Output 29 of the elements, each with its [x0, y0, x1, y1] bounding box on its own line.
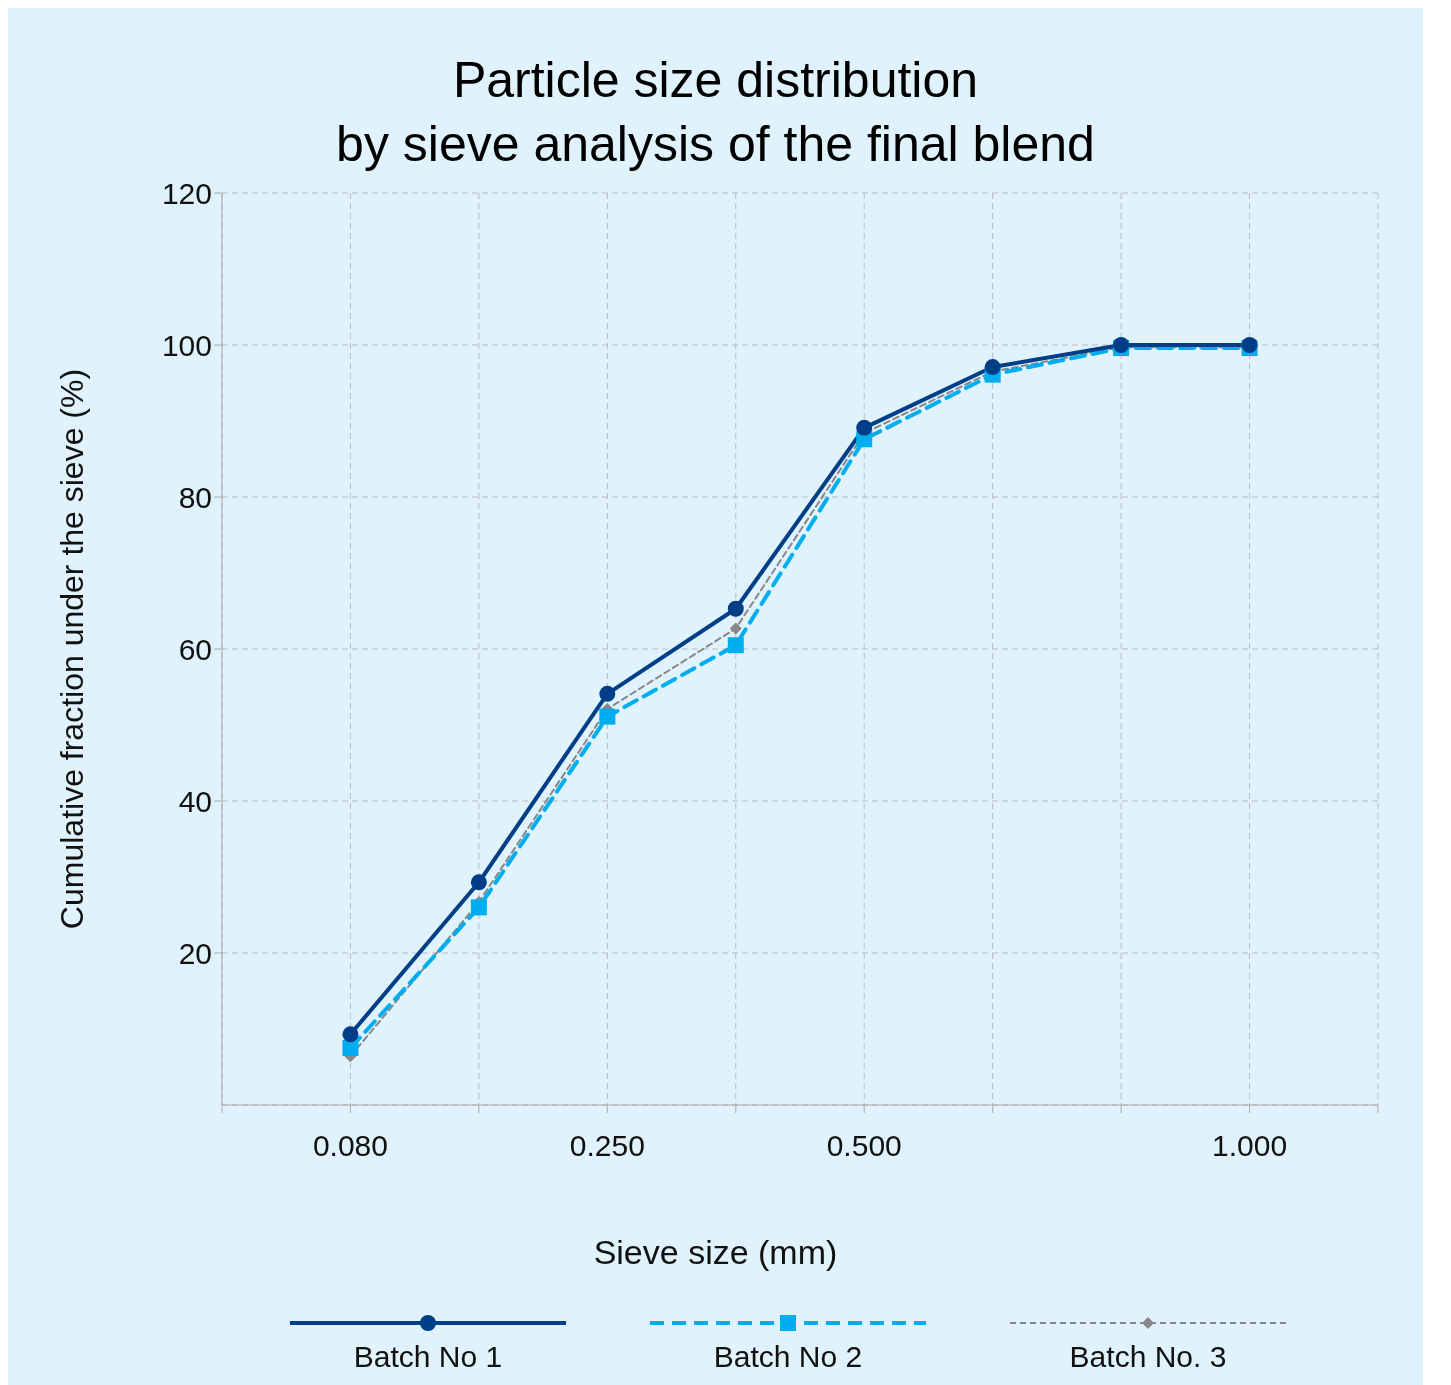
point [727, 637, 744, 654]
x-tick-label: 1.000 [1212, 1129, 1288, 1163]
point [342, 1040, 359, 1056]
point [470, 874, 487, 891]
y-tick-label: 120 [161, 176, 212, 210]
point [729, 622, 742, 635]
y-tick-label: 60 [178, 632, 212, 666]
point [342, 1026, 359, 1043]
y-tick-label: 40 [178, 784, 212, 818]
x-tick-label: 0.080 [312, 1129, 388, 1163]
x-tick-label: 0.250 [569, 1129, 645, 1163]
y-tick-label: 100 [161, 328, 212, 362]
point [1241, 337, 1258, 353]
y-tick-label: 20 [178, 936, 212, 970]
point [727, 600, 744, 617]
point [856, 419, 873, 436]
legend-label: Batch No 1 [353, 1340, 503, 1374]
point [599, 685, 616, 702]
point [599, 708, 616, 725]
point [984, 359, 1001, 376]
y-tick-label: 80 [178, 480, 212, 514]
x-tick-label: 0.500 [826, 1129, 902, 1163]
x-axis-title: Sieve size (mm) [592, 1233, 839, 1272]
y-axis-title: Cumulative fraction under the sieve (%) [54, 368, 91, 930]
chart-title: Particle size distribution by sieve analysis of the final blend [335, 51, 1096, 174]
legend-label: Batch No. 3 [1069, 1340, 1227, 1374]
point [1113, 337, 1130, 353]
legend-label: Batch No 2 [713, 1340, 863, 1374]
point [470, 899, 487, 916]
